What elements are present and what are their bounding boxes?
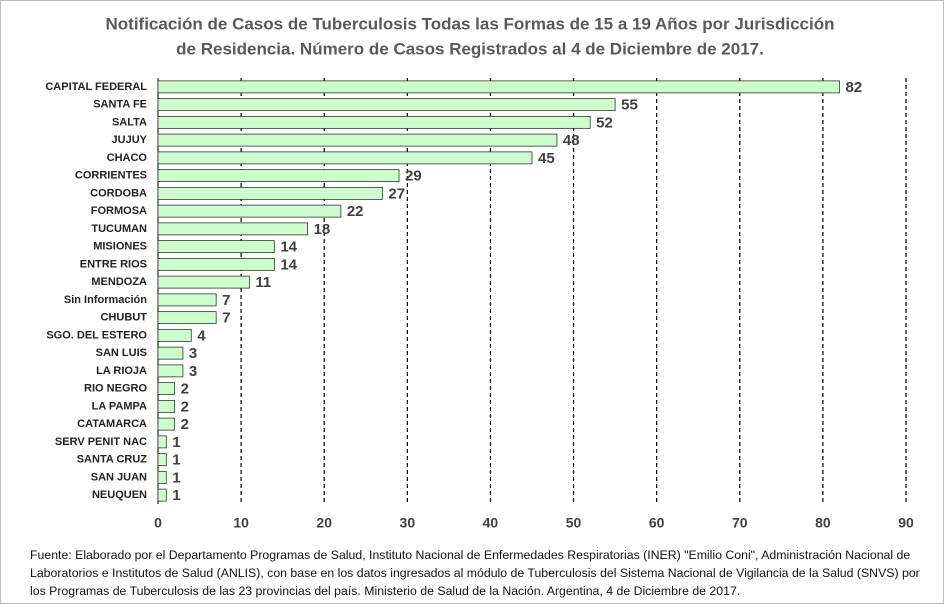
y-tick-label: MENDOZA <box>91 276 147 288</box>
x-tick-label: 50 <box>566 515 582 531</box>
value-label: 7 <box>222 310 230 327</box>
y-tick-label: FORMOSA <box>91 205 147 217</box>
y-tick-label: SAN JUAN <box>91 471 147 483</box>
y-tick-label: ENTRE RIOS <box>80 258 147 270</box>
value-label: 22 <box>347 203 364 220</box>
bar <box>157 257 275 271</box>
value-label: 1 <box>172 434 180 451</box>
x-tick-label: 70 <box>732 515 748 531</box>
bar <box>157 399 176 413</box>
y-tick-label: TUCUMAN <box>91 223 147 235</box>
value-label: 3 <box>189 345 197 362</box>
value-label: 29 <box>405 168 422 185</box>
bar <box>157 133 558 147</box>
y-tick-label: CHACO <box>107 152 148 164</box>
x-tick-label: 0 <box>154 515 162 531</box>
value-label: 2 <box>181 398 189 415</box>
x-tick-label: 80 <box>815 515 831 531</box>
bar <box>157 80 840 94</box>
y-tick-label: CATAMARCA <box>77 418 147 430</box>
x-tick-label: 40 <box>483 515 499 531</box>
y-tick-label: CAPITAL FEDERAL <box>45 81 147 93</box>
y-tick-label: Sin Información <box>64 294 147 306</box>
y-tick-label: MISIONES <box>93 241 147 253</box>
value-label: 11 <box>255 274 271 291</box>
bar <box>157 115 591 129</box>
bar <box>157 328 192 342</box>
x-tick-label: 30 <box>400 515 416 531</box>
value-label: 14 <box>280 239 297 256</box>
value-label: 82 <box>846 79 863 96</box>
value-label: 27 <box>388 185 405 202</box>
bar <box>157 151 533 165</box>
bar <box>157 204 342 218</box>
bar <box>157 470 167 484</box>
value-label: 1 <box>172 469 180 486</box>
value-label: 55 <box>621 97 638 114</box>
y-tick-label: SGO. DEL ESTERO <box>46 329 147 341</box>
y-tick-label: CORDOBA <box>90 187 147 199</box>
bar <box>157 311 217 325</box>
bar <box>157 293 217 307</box>
y-tick-label: JUJUY <box>112 134 148 146</box>
x-tick-label: 60 <box>649 515 665 531</box>
value-label: 2 <box>181 381 189 398</box>
y-tick-label: SAN LUIS <box>96 347 147 359</box>
bar <box>157 364 184 378</box>
bar <box>157 222 309 236</box>
bar <box>157 169 400 183</box>
bar <box>157 275 250 289</box>
value-label: 18 <box>314 221 331 238</box>
y-tick-label: SANTA FE <box>93 99 147 111</box>
bar <box>157 98 616 112</box>
source-note: Fuente: Elaborado por el Departamento Pr… <box>30 548 920 598</box>
bar <box>157 417 176 431</box>
bar <box>157 382 176 396</box>
bar <box>157 488 167 502</box>
value-label: 2 <box>181 416 189 433</box>
y-tick-label: CORRIENTES <box>75 170 147 182</box>
value-label: 1 <box>172 452 180 469</box>
value-label: 45 <box>538 150 555 167</box>
value-label: 7 <box>222 292 230 309</box>
value-label: 48 <box>563 132 580 149</box>
bar <box>157 186 383 200</box>
y-tick-label: RIO NEGRO <box>84 383 147 395</box>
value-label: 4 <box>197 327 206 344</box>
bar <box>157 435 167 449</box>
chart-title: Notificación de Casos de Tuberculosis To… <box>106 14 835 33</box>
x-tick-label: 20 <box>316 515 332 531</box>
y-tick-label: CHUBUT <box>101 312 148 324</box>
bar <box>157 453 167 467</box>
value-label: 52 <box>596 114 613 131</box>
chart-title: de Residencia. Número de Casos Registrad… <box>176 39 764 58</box>
bar <box>157 346 184 360</box>
value-label: 14 <box>280 256 297 273</box>
y-tick-label: SANTA CRUZ <box>77 454 148 466</box>
x-tick-label: 10 <box>233 515 249 531</box>
value-label: 3 <box>189 363 197 380</box>
y-tick-label: SALTA <box>112 116 147 128</box>
y-tick-label: LA PAMPA <box>92 400 147 412</box>
y-tick-label: SERV PENIT NAC <box>55 436 147 448</box>
bar <box>157 240 275 254</box>
y-tick-label: NEUQUEN <box>92 489 147 501</box>
value-label: 1 <box>172 487 180 504</box>
y-tick-label: LA RIOJA <box>96 365 147 377</box>
x-tick-label: 90 <box>898 515 914 531</box>
